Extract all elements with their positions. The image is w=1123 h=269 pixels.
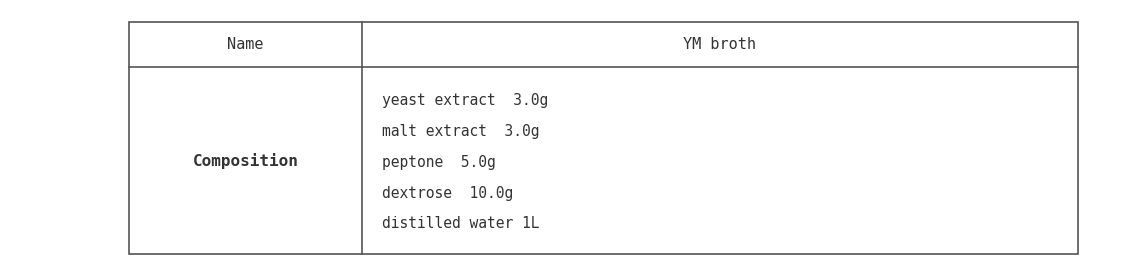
Text: YM broth: YM broth	[684, 37, 757, 52]
Text: Composition: Composition	[192, 153, 299, 169]
Text: malt extract  3.0g: malt extract 3.0g	[382, 124, 539, 139]
Text: distilled water 1L: distilled water 1L	[382, 216, 539, 231]
Bar	[129, 22, 1078, 254]
Text: yeast extract  3.0g: yeast extract 3.0g	[382, 94, 548, 108]
Text: dextrose  10.0g: dextrose 10.0g	[382, 186, 513, 201]
Text: Name: Name	[227, 37, 264, 52]
Text: peptone  5.0g: peptone 5.0g	[382, 155, 495, 170]
